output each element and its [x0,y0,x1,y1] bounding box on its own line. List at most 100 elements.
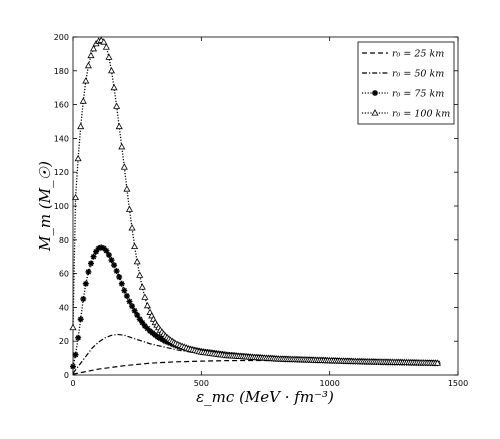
series-point [371,109,379,116]
series-point [75,334,82,341]
series-point [90,253,97,260]
series-point [125,205,133,212]
legend-label-4: r₀ = 100 km [392,109,450,120]
star-stroke [119,281,125,287]
y-axis-title: M_m (M_☉) [36,161,54,252]
series-point [102,43,110,50]
series-point [143,301,151,309]
star-stroke [101,245,107,251]
series-point [79,97,87,104]
series-point [120,163,128,170]
star-stroke [147,328,153,334]
star-stroke [90,254,97,260]
series-point [123,292,130,299]
series-line-4 [72,39,438,364]
x-tick-label: 500 [194,379,209,388]
series-point [138,283,146,290]
y-tick-label: 140 [54,134,69,143]
x-axis-title: ε_mc (MeV · fm⁻³) [196,388,334,406]
series-point [108,257,115,264]
y-tick-label: 100 [54,202,69,211]
star-stroke [78,316,84,322]
series-point [118,280,125,287]
series-point [90,45,98,52]
star-stroke [121,287,127,294]
series-point [105,252,112,259]
series-point [126,298,133,305]
star-stroke [126,298,133,305]
star-stroke [75,335,81,341]
star-stroke [108,257,115,263]
series-point [116,273,123,280]
y-tick-label: 160 [54,101,69,110]
star-stroke [106,252,112,258]
series-point [115,122,123,130]
series-point [80,295,87,302]
axis-tick-labels: 0 500 1000 1500 0 20 40 60 80 100 120 140 160 180 200 [54,33,468,388]
series-point [72,351,79,358]
star-stroke [139,319,145,326]
series-point [84,61,92,69]
star-stroke [114,268,120,274]
series-point [136,271,144,278]
star-stroke [142,323,148,329]
series-point [70,363,76,370]
series-point [433,359,441,366]
star-stroke [137,316,143,322]
y-tick-label: 60 [59,270,69,279]
series-point [110,83,118,91]
series-line-3 [72,246,438,367]
star-stroke [83,281,89,287]
y-tick-label: 80 [59,236,69,245]
series-point [77,316,84,323]
y-tick-label: 120 [54,168,69,177]
star-stroke [131,308,138,314]
legend-label-3: r₀ = 75 km [392,89,444,100]
y-tick-label: 20 [59,337,69,346]
star-stroke [149,330,156,336]
star-stroke [134,312,140,318]
series-point [123,185,131,192]
series-point [157,335,164,342]
series-point [141,293,149,300]
legend: r₀ = 25 km r₀ = 50 km r₀ = 75 km r₀ = 100 k… [357,41,455,125]
star-stroke [155,334,161,340]
star-stroke [85,269,92,275]
series-point [118,143,126,150]
series-point [107,66,116,74]
series-point [129,303,136,310]
star-stroke [144,325,151,332]
series-point [131,307,138,314]
star-stroke [98,244,104,251]
series-point [87,51,95,59]
y-tick-label: 40 [59,303,69,312]
series-point [131,242,139,250]
series-point [121,287,128,294]
star-stroke [157,335,163,341]
x-tick-label: 1500 [448,379,468,388]
series-point [82,77,90,84]
x-tick-label: 0 [70,379,75,388]
series-point [113,102,121,109]
star-stroke [129,303,135,309]
series-point [77,122,85,130]
y-tick-label: 200 [54,33,69,42]
star-stroke [72,352,79,358]
series-point [82,280,89,287]
series-point [133,257,141,265]
series-point [128,224,136,231]
y-tick-label: 0 [64,371,69,380]
star-stroke [111,262,117,268]
series-point [111,262,118,269]
series-point [85,268,92,275]
legend-label-2: r₀ = 50 km [392,69,444,80]
y-tick-label: 180 [54,67,69,76]
series-point [69,323,77,331]
series-point [105,53,113,60]
legend-items: r₀ = 25 km r₀ = 50 km r₀ = 75 km r₀ = 100 k… [362,49,450,120]
star-stroke [88,260,94,267]
series-point [87,260,94,267]
series-point [372,90,378,96]
series-point [103,247,110,254]
